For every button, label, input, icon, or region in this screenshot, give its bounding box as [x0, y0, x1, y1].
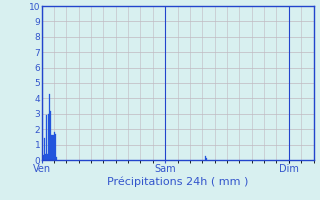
Bar — [49, 94, 50, 160]
Bar — [50, 111, 51, 160]
Bar — [46, 115, 47, 160]
Bar — [53, 132, 55, 160]
Bar — [205, 156, 206, 160]
Bar — [48, 114, 49, 160]
Bar — [42, 157, 43, 160]
Bar — [56, 157, 57, 160]
Bar — [206, 158, 207, 160]
Bar — [43, 155, 44, 160]
Bar — [44, 138, 45, 160]
X-axis label: Précipitations 24h ( mm ): Précipitations 24h ( mm ) — [107, 177, 248, 187]
Bar — [55, 134, 56, 160]
Bar — [52, 135, 53, 160]
Bar — [47, 154, 48, 160]
Bar — [45, 154, 46, 160]
